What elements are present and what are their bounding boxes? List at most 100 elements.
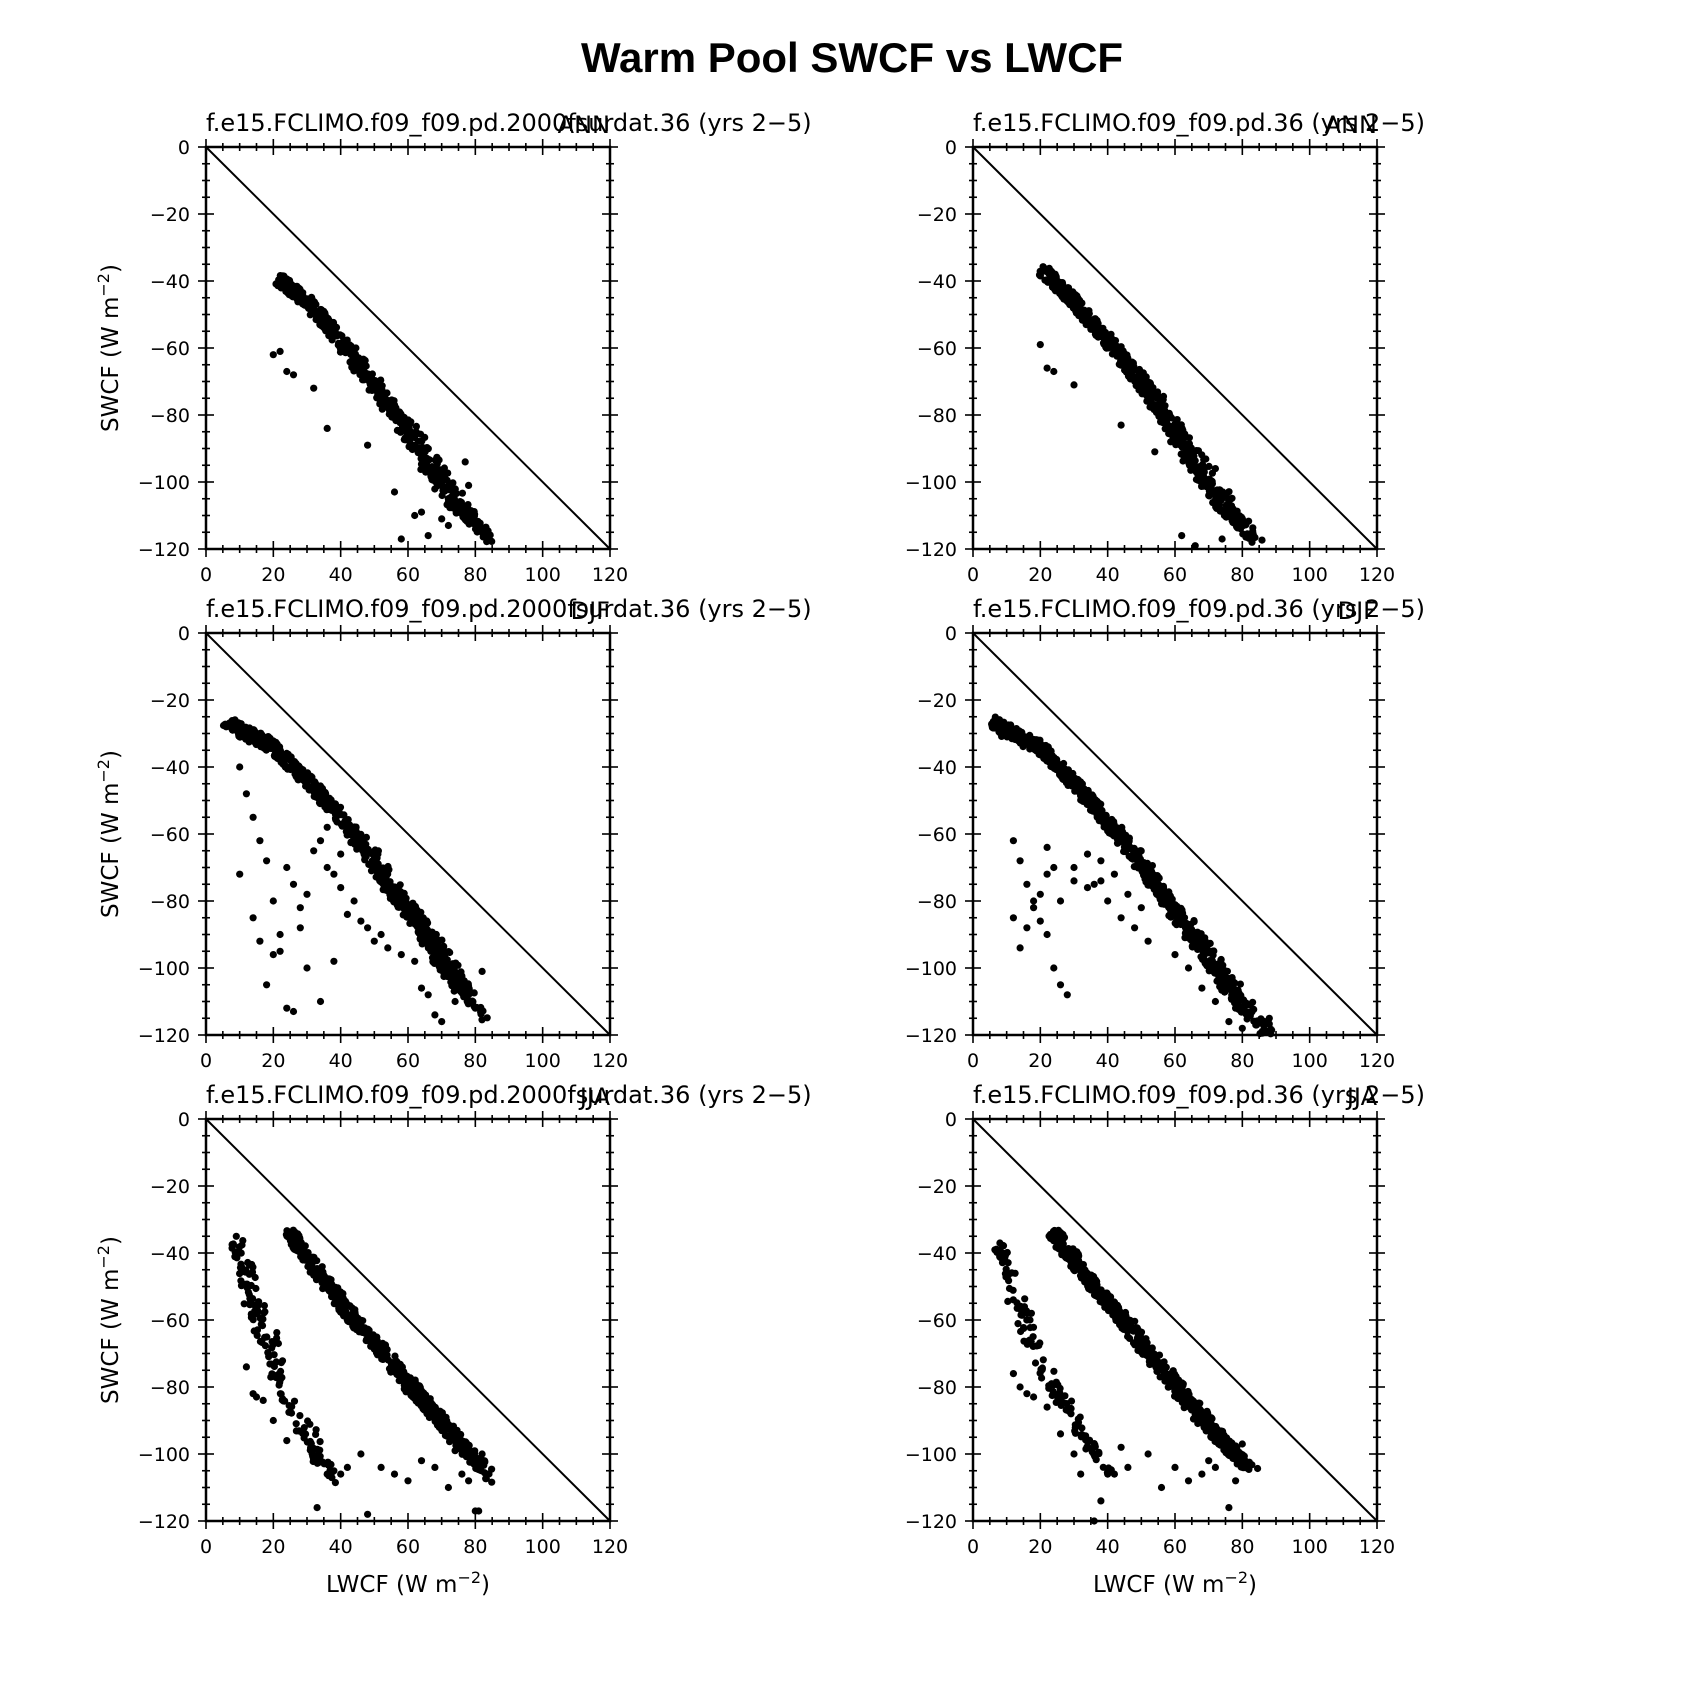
data-point (1064, 1246, 1072, 1254)
data-point (1225, 501, 1233, 509)
data-point (289, 1007, 298, 1016)
panel-case-title: f.e15.FCLIMO.f09_f09.pd.2000fsurdat.36 (… (206, 109, 812, 137)
data-point (1148, 1351, 1156, 1359)
data-point (236, 763, 244, 771)
data-point (377, 875, 385, 883)
data-point (1146, 393, 1154, 401)
data-point (454, 501, 463, 510)
y-axis-label: SWCF (W m−2) (94, 264, 124, 432)
data-point (1160, 900, 1168, 908)
data-point (317, 792, 325, 800)
y-tick-label: 0 (945, 137, 957, 159)
data-point (1178, 532, 1186, 540)
y-tick-label: −100 (138, 1444, 190, 1466)
data-point (1056, 981, 1065, 989)
data-point (1143, 859, 1151, 868)
data-point (1050, 964, 1058, 972)
x-tick-label: 100 (1292, 1050, 1328, 1072)
data-point (364, 924, 372, 932)
data-point (252, 1393, 261, 1401)
data-point (401, 903, 409, 911)
data-point (364, 373, 372, 381)
data-point (1050, 367, 1058, 376)
data-point (1178, 424, 1186, 433)
data-point (417, 508, 426, 516)
data-point (313, 1445, 321, 1453)
data-point (446, 948, 454, 957)
data-point (1083, 884, 1092, 892)
data-point (1104, 897, 1112, 905)
data-point (1178, 1383, 1186, 1391)
data-point (1136, 1344, 1144, 1353)
data-point (1036, 341, 1044, 349)
data-point (1023, 880, 1031, 888)
data-point (1090, 880, 1098, 888)
data-point (1238, 1024, 1246, 1032)
data-point (1044, 757, 1052, 765)
data-point (1165, 891, 1174, 899)
data-point (222, 723, 230, 731)
data-point (1110, 832, 1118, 840)
panel-season-label: DJF (571, 597, 610, 625)
data-point (1097, 857, 1105, 865)
data-point (377, 1463, 385, 1471)
data-point (417, 984, 426, 992)
data-point (283, 1004, 291, 1012)
data-point (422, 463, 430, 471)
data-point (1181, 1397, 1189, 1405)
data-point (277, 1367, 285, 1375)
x-tick-label: 80 (463, 564, 487, 586)
data-point (347, 345, 355, 353)
x-tick-label: 40 (1096, 564, 1120, 586)
data-point (1195, 463, 1203, 472)
data-point (1181, 934, 1189, 942)
y-tick-label: 0 (178, 137, 190, 159)
data-point (463, 998, 471, 1006)
data-point (1238, 521, 1246, 530)
data-point (1144, 881, 1152, 889)
data-point (308, 294, 316, 302)
data-point (1252, 1021, 1260, 1029)
y-axis-label: SWCF (W m−2) (94, 750, 124, 918)
scatter-panel: f.e15.FCLIMO.f09_f09.pd.36 (yrs 2−5)ANN 0… (905, 109, 1425, 586)
data-point (1071, 774, 1079, 783)
data-point (434, 956, 442, 965)
x-tick-label: 80 (463, 1536, 487, 1558)
data-point (1042, 744, 1051, 752)
data-point (1115, 825, 1123, 834)
data-point (435, 480, 443, 488)
data-point (364, 1325, 372, 1333)
data-point (1258, 536, 1266, 544)
y-tick-label: −40 (917, 757, 957, 779)
y-tick-label: −100 (138, 472, 190, 494)
data-point (343, 336, 351, 344)
data-point (411, 919, 419, 927)
data-point (451, 985, 459, 993)
data-point (377, 376, 385, 384)
data-point (1207, 1414, 1216, 1422)
y-tick-label: 0 (945, 1109, 957, 1131)
data-point (1203, 1424, 1211, 1432)
panel-case-title: f.e15.FCLIMO.f09_f09.pd.2000fsurdat.36 (… (206, 1081, 812, 1109)
data-point (368, 386, 376, 394)
data-point (478, 1450, 486, 1458)
data-point (1040, 267, 1048, 275)
data-point (295, 762, 303, 770)
data-point (1131, 924, 1139, 932)
data-point (343, 910, 351, 919)
data-point (287, 1409, 296, 1417)
data-point (1217, 955, 1225, 964)
data-point (1212, 1430, 1220, 1438)
data-point (292, 1242, 300, 1250)
data-point (371, 857, 379, 865)
data-point (323, 324, 331, 333)
data-point (267, 1360, 275, 1368)
data-point (258, 1322, 267, 1330)
data-point (1239, 996, 1247, 1004)
data-point (1060, 759, 1068, 768)
data-point (1092, 1277, 1100, 1285)
data-point (424, 532, 432, 540)
data-point (305, 1256, 313, 1264)
data-point (1256, 1030, 1264, 1038)
reference-line (205, 632, 611, 1036)
